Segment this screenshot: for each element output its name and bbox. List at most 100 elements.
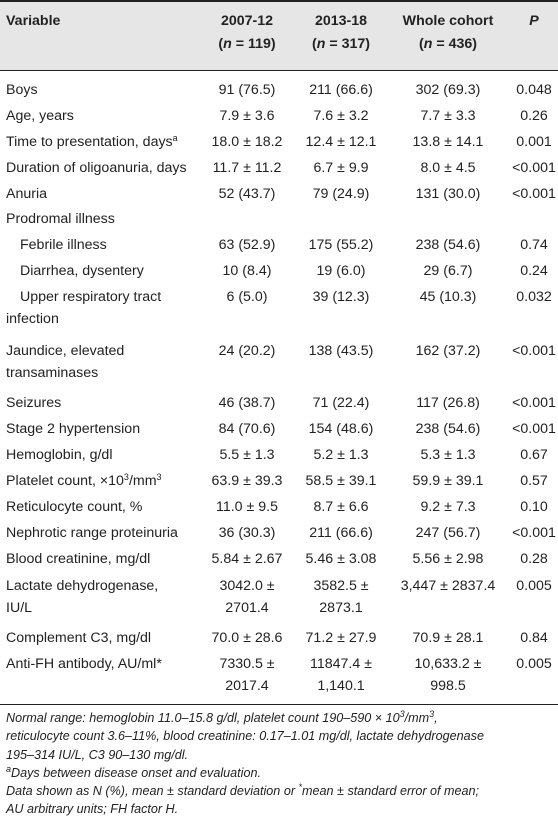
row-value: 58.5 ± 39.1 — [305, 473, 377, 489]
row-value: 70.9 ± 28.1 — [412, 630, 484, 646]
header-col-2007-12: 2007-12 — [220, 13, 274, 29]
row-value: 3042.0 ± — [219, 578, 275, 594]
row-value: 59.9 ± 39.1 — [412, 473, 484, 489]
abbreviations-note: AU arbitrary units; FH factor H. — [6, 802, 179, 817]
row-value-cont: 2701.4 — [225, 600, 269, 616]
top-rule — [0, 0, 558, 2]
row-p-value: 0.10 — [520, 499, 548, 515]
row-value: 117 (26.8) — [416, 395, 480, 411]
row-label: Febrile illness — [20, 237, 107, 253]
row-label: Lactate dehydrogenase, — [6, 578, 159, 594]
row-label-cont: IU/L — [6, 600, 33, 616]
section-label: Prodromal illness — [6, 211, 115, 227]
row-value: 45 (10.3) — [419, 289, 477, 305]
row-value: 5.2 ± 1.3 — [313, 447, 369, 463]
row-value: 91 (76.5) — [218, 82, 276, 98]
header-variable: Variable — [6, 13, 61, 29]
row-value: 79 (24.9) — [312, 186, 370, 202]
data-shown-note: Data shown as N (%), mean ± standard dev… — [6, 782, 480, 799]
row-label: Jaundice, elevated — [6, 343, 125, 359]
row-value: 238 (54.6) — [415, 421, 481, 437]
row-value: 6.7 ± 9.9 — [313, 160, 369, 176]
row-label: Hemoglobin, g/dl — [6, 447, 113, 463]
row-value: 8.0 ± 4.5 — [420, 160, 476, 176]
row-label-cont: transaminases — [6, 365, 99, 381]
normal-range-note-cont: 195–314 IU/L, C3 90–130 mg/dl. — [6, 747, 189, 762]
row-value: 71.2 ± 27.9 — [305, 630, 377, 646]
row-value: 5.5 ± 1.3 — [219, 447, 275, 463]
row-value: 18.0 ± 18.2 — [211, 134, 283, 150]
row-value: 39 (12.3) — [312, 289, 370, 305]
row-label: Reticulocyte count, % — [6, 499, 143, 515]
row-p-value: 0.26 — [520, 108, 548, 124]
row-value: 3582.5 ± — [313, 578, 369, 594]
header-col-whole-cohort: Whole cohort — [402, 13, 494, 29]
row-p-value: <0.001 — [512, 421, 556, 437]
row-value: 46 (38.7) — [218, 395, 276, 411]
row-value: 13.8 ± 14.1 — [412, 134, 484, 150]
row-value: 247 (56.7) — [415, 525, 481, 541]
row-value: 5.46 ± 3.08 — [305, 551, 377, 567]
row-value: 238 (54.6) — [415, 237, 481, 253]
row-value: 9.2 ± 7.3 — [420, 499, 476, 515]
row-value: 8.7 ± 6.6 — [313, 499, 369, 515]
row-value: 63 (52.9) — [218, 237, 276, 253]
row-value: 3,447 ± 2837.4 — [400, 578, 496, 594]
row-value: 11.7 ± 11.2 — [212, 160, 282, 176]
row-p-value: <0.001 — [512, 525, 556, 541]
row-p-value: 0.57 — [520, 473, 548, 489]
row-value: 11847.4 ± — [310, 656, 372, 672]
row-p-value: <0.001 — [512, 343, 556, 359]
row-label: Diarrhea, dysentery — [20, 263, 144, 279]
row-value: 7.6 ± 3.2 — [313, 108, 369, 124]
row-value: 131 (30.0) — [415, 186, 481, 202]
row-value: 6 (5.0) — [226, 289, 268, 305]
row-label: Seizures — [6, 395, 62, 411]
row-label: Age, years — [6, 108, 74, 124]
header-col-whole-cohort-n: (n = 436) — [419, 36, 477, 52]
table-footnotes: Normal range: hemoglobin 11.0–15.8 g/dl,… — [6, 709, 552, 819]
row-value: 19 (6.0) — [316, 263, 366, 279]
row-value: 211 (66.6) — [309, 525, 373, 541]
row-label: Duration of oligoanuria, days — [6, 160, 187, 176]
row-p-value: 0.74 — [520, 237, 548, 253]
row-value: 24 (20.2) — [218, 343, 276, 359]
row-value: 7.9 ± 3.6 — [219, 108, 275, 124]
row-value-cont: 2873.1 — [319, 600, 363, 616]
row-value: 70.0 ± 28.6 — [211, 630, 283, 646]
row-value: 10 (8.4) — [222, 263, 272, 279]
row-p-value: 0.67 — [520, 447, 548, 463]
row-label: Upper respiratory tract — [20, 289, 162, 305]
row-p-value: 0.048 — [516, 82, 552, 98]
row-value: 63.9 ± 39.3 — [211, 473, 283, 489]
row-value: 138 (43.5) — [308, 343, 374, 359]
bottom-rule — [0, 704, 558, 705]
header-col-2007-12-n: (n = 119) — [218, 36, 276, 52]
row-p-value: 0.005 — [516, 578, 552, 594]
row-label: Complement C3, mg/dl — [6, 630, 152, 646]
row-value: 84 (70.6) — [218, 421, 276, 437]
row-label-cont: infection — [6, 311, 59, 327]
header-rule — [0, 70, 558, 71]
row-value: 162 (37.2) — [415, 343, 481, 359]
row-label: Platelet count, ×103/mm3 — [6, 472, 162, 490]
normal-range-note: Normal range: hemoglobin 11.0–15.8 g/dl,… — [6, 709, 438, 726]
row-label: Anti-FH antibody, AU/ml* — [6, 656, 162, 672]
row-value: 12.4 ± 12.1 — [305, 134, 377, 150]
row-value-cont: 1,140.1 — [317, 678, 365, 694]
row-value: 7330.5 ± — [219, 656, 275, 672]
footnote-a: aDays between disease onset and evaluati… — [6, 763, 261, 780]
row-value: 7.7 ± 3.3 — [420, 108, 476, 124]
row-p-value: 0.001 — [516, 134, 552, 150]
row-p-value: 0.032 — [516, 289, 552, 305]
row-value: 302 (69.3) — [415, 82, 481, 98]
row-value: 175 (55.2) — [308, 237, 374, 253]
row-label: Boys — [6, 82, 38, 98]
row-label: Anuria — [6, 186, 48, 202]
row-value-cont: 2017.4 — [225, 678, 269, 694]
table-header-background — [0, 0, 558, 70]
row-p-value: <0.001 — [512, 186, 556, 202]
header-col-2013-18: 2013-18 — [314, 13, 368, 29]
row-p-value: <0.001 — [512, 160, 556, 176]
